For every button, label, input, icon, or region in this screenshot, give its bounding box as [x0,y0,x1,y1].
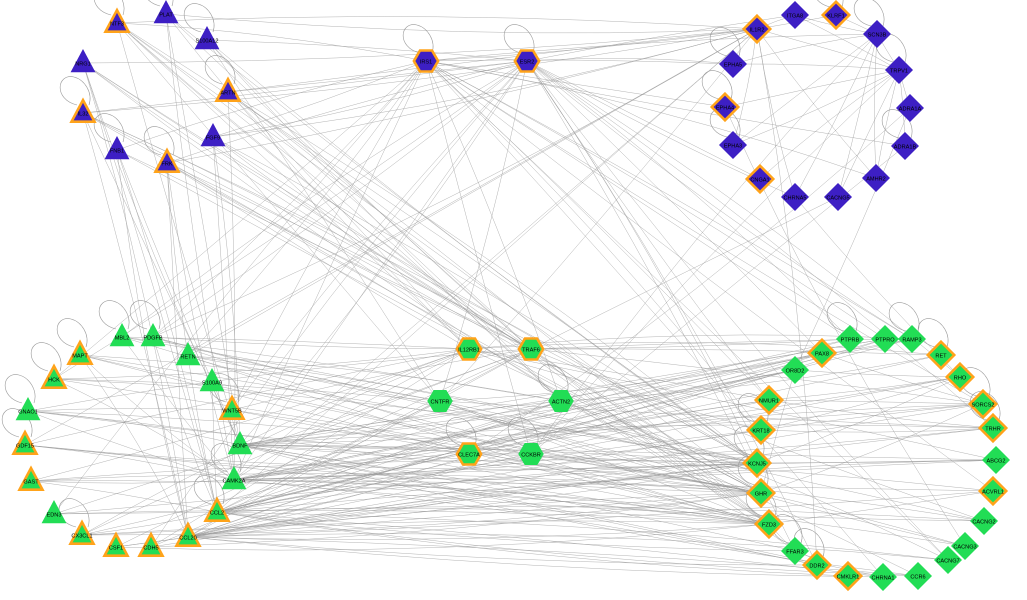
svg-text:PDGFB: PDGFB [143,336,163,342]
svg-text:EPHA5: EPHA5 [724,63,742,69]
svg-text:IL32: IL32 [78,112,89,118]
svg-text:GDF15: GDF15 [16,444,34,450]
svg-text:CCL2: CCL2 [210,511,224,517]
svg-text:CAMK2A: CAMK2A [222,479,245,485]
svg-text:RHO: RHO [954,376,967,382]
svg-text:BDNF: BDNF [232,444,248,450]
svg-text:GNAO1: GNAO1 [18,410,38,416]
svg-text:S100A12: S100A12 [195,39,218,45]
svg-text:TRAF6: TRAF6 [522,348,540,354]
svg-text:SCN3B: SCN3B [868,33,887,39]
svg-text:KLRF1: KLRF1 [827,14,844,20]
svg-text:CACNG7: CACNG7 [936,559,959,565]
svg-text:IRS1: IRS1 [420,60,432,66]
svg-text:CNTFR: CNTFR [431,400,450,406]
svg-text:CCKBR: CCKBR [521,453,541,459]
svg-text:NTF3: NTF3 [110,22,124,28]
svg-text:FNB1: FNB1 [110,149,124,155]
svg-text:EPHA4: EPHA4 [716,106,734,112]
svg-text:CCL20: CCL20 [179,536,196,542]
svg-text:FGF9: FGF9 [206,136,220,142]
svg-text:FFAR3: FFAR3 [786,550,803,556]
svg-text:KCNJ5: KCNJ5 [748,462,766,468]
svg-text:HCK: HCK [48,378,60,384]
svg-text:NRG1: NRG1 [75,62,91,68]
svg-text:SORCS2: SORCS2 [971,403,994,409]
svg-text:ADRA1B: ADRA1B [894,145,917,151]
svg-text:ARTN: ARTN [220,91,235,97]
svg-text:GHR: GHR [755,492,767,498]
svg-text:DDR2: DDR2 [809,564,824,570]
svg-text:AMHR2: AMHR2 [866,177,886,183]
svg-text:PAX8: PAX8 [815,352,829,358]
svg-text:RET: RET [935,354,947,360]
svg-text:TRPV1: TRPV1 [890,69,908,75]
svg-text:RAMP3: RAMP3 [902,338,921,344]
svg-text:ADRA1A: ADRA1A [899,107,922,113]
svg-text:ACTN2: ACTN2 [552,400,570,406]
svg-text:MBL2: MBL2 [115,336,130,342]
svg-text:IL1R2: IL1R2 [750,28,765,34]
svg-text:IL12RB1: IL12RB1 [458,348,480,354]
svg-text:CACNG5: CACNG5 [826,196,849,202]
svg-text:CLEC7A: CLEC7A [458,453,480,459]
svg-text:WNT5B: WNT5B [222,409,242,415]
svg-text:ITGA8: ITGA8 [787,14,803,20]
svg-text:CMKLR1: CMKLR1 [837,575,860,581]
svg-text:CACNG3: CACNG3 [953,545,976,551]
svg-text:CCR6: CCR6 [910,575,925,581]
svg-text:OR8D2: OR8D2 [786,369,805,375]
svg-text:ESR2: ESR2 [520,60,535,66]
svg-text:ABCG2: ABCG2 [987,459,1006,465]
svg-text:CHRNA1: CHRNA1 [871,576,894,582]
svg-text:TRHR: TRHR [985,427,1001,433]
svg-text:EPHA3: EPHA3 [724,144,742,150]
svg-text:PTPRB: PTPRB [841,338,860,344]
svg-text:CHRNA5: CHRNA5 [783,196,806,202]
svg-text:CNGA1: CNGA1 [750,178,769,184]
svg-text:MAPT: MAPT [72,354,88,360]
svg-text:PTPRO: PTPRO [875,338,895,344]
svg-text:CDH5: CDH5 [143,546,158,552]
svg-text:PLAT: PLAT [159,13,173,19]
svg-text:S100A9: S100A9 [202,381,222,387]
svg-text:GAST: GAST [23,480,39,486]
svg-text:FRK: FRK [161,162,172,168]
svg-text:KRT18: KRT18 [752,429,769,435]
svg-text:FZD3: FZD3 [762,523,776,529]
svg-text:CX3CL1: CX3CL1 [71,534,92,540]
svg-text:NMUR1: NMUR1 [759,399,779,405]
svg-text:CACNG2: CACNG2 [972,520,995,526]
svg-text:RETN: RETN [180,355,195,361]
svg-text:EDN3: EDN3 [47,513,62,519]
svg-text:ACVRL1: ACVRL1 [982,490,1004,496]
svg-text:CSF1: CSF1 [109,546,123,552]
